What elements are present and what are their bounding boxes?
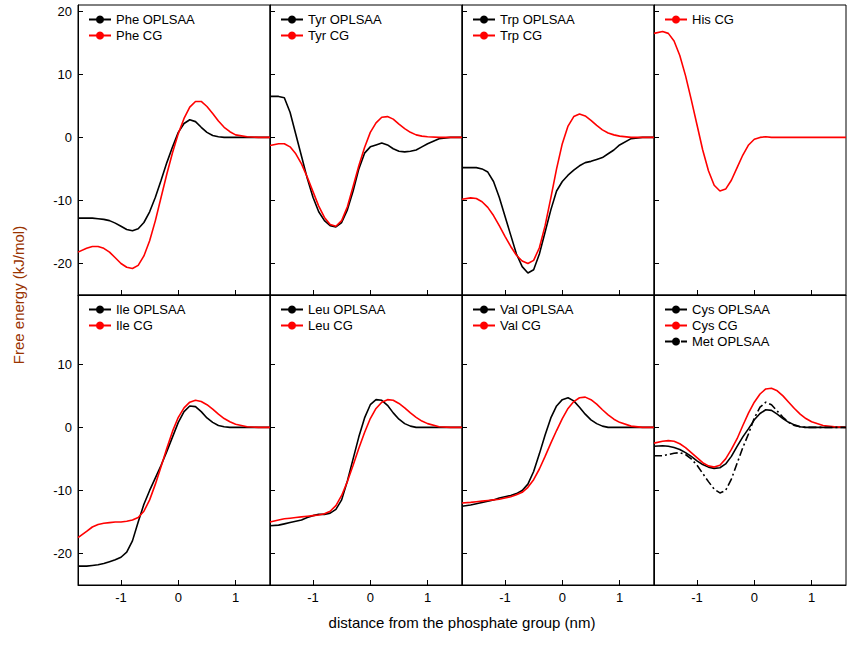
- svg-text:-1: -1: [499, 590, 511, 605]
- svg-text:Tyr CG: Tyr CG: [308, 28, 349, 43]
- svg-text:10: 10: [58, 357, 72, 372]
- svg-text:1: 1: [616, 590, 623, 605]
- svg-text:Ile OPLSAA: Ile OPLSAA: [116, 302, 186, 317]
- svg-text:His CG: His CG: [692, 12, 734, 27]
- svg-text:0: 0: [65, 130, 72, 145]
- svg-text:Val OPLSAA: Val OPLSAA: [500, 302, 574, 317]
- svg-text:distance from the phosphate gr: distance from the phosphate group (nm): [329, 614, 596, 631]
- svg-text:Cys OPLSAA: Cys OPLSAA: [692, 302, 770, 317]
- svg-text:Phe OPLSAA: Phe OPLSAA: [116, 12, 195, 27]
- svg-text:Met OPLSAA: Met OPLSAA: [692, 334, 770, 349]
- svg-text:0: 0: [175, 590, 182, 605]
- svg-text:Free energy (kJ/mol): Free energy (kJ/mol): [10, 226, 27, 364]
- svg-text:Cys CG: Cys CG: [692, 318, 738, 333]
- svg-text:0: 0: [751, 590, 758, 605]
- svg-text:Val CG: Val CG: [500, 318, 541, 333]
- svg-text:Tyr OPLSAA: Tyr OPLSAA: [308, 12, 382, 27]
- svg-text:Leu CG: Leu CG: [308, 318, 353, 333]
- svg-text:1: 1: [424, 590, 431, 605]
- svg-text:Ile CG: Ile CG: [116, 318, 153, 333]
- svg-text:0: 0: [559, 590, 566, 605]
- svg-text:-20: -20: [53, 256, 72, 271]
- svg-text:-1: -1: [691, 590, 703, 605]
- svg-text:1: 1: [808, 590, 815, 605]
- svg-text:Leu OPLSAA: Leu OPLSAA: [308, 302, 386, 317]
- svg-text:Phe CG: Phe CG: [116, 28, 162, 43]
- svg-text:10: 10: [58, 67, 72, 82]
- svg-text:-10: -10: [53, 483, 72, 498]
- svg-text:1: 1: [232, 590, 239, 605]
- svg-text:-10: -10: [53, 193, 72, 208]
- svg-text:-1: -1: [115, 590, 127, 605]
- svg-text:0: 0: [65, 420, 72, 435]
- svg-text:20: 20: [58, 4, 72, 19]
- svg-text:Trp CG: Trp CG: [500, 28, 542, 43]
- svg-text:0: 0: [367, 590, 374, 605]
- svg-text:Trp OPLSAA: Trp OPLSAA: [500, 12, 575, 27]
- svg-text:-20: -20: [53, 546, 72, 561]
- svg-text:-1: -1: [307, 590, 319, 605]
